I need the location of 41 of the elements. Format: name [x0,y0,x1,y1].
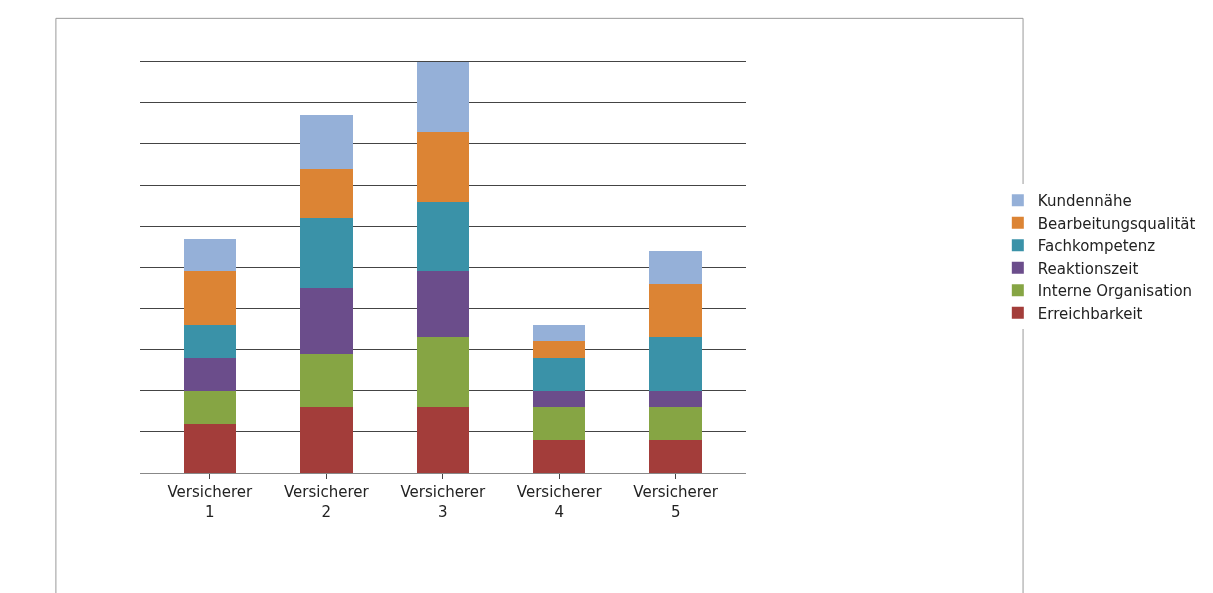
bar [300,217,353,288]
bar [300,353,353,408]
bar [416,407,469,473]
x-tick-label: Versicherer 2 [283,483,370,521]
x-tick-label: Versicherer 4 [516,483,603,521]
bar [183,357,237,391]
bar [533,407,586,441]
bar [183,271,237,325]
x-tick-label: Versicherer 5 [633,483,719,521]
x-tick-label: Versicherer 1 [167,483,254,521]
bar [533,324,586,342]
bar [300,407,353,473]
bar [649,283,702,338]
legend-label: Erreichbarkeit [1037,304,1143,323]
bar [533,390,586,408]
bar [416,61,469,132]
bar [300,115,353,169]
legend-label: Kundennähe [1037,192,1132,211]
bar [183,324,237,358]
bar [649,390,702,408]
bar [183,423,237,473]
legend-label: Reaktionszeit [1037,259,1139,278]
bar [416,337,469,408]
bar [533,440,586,473]
bar [649,407,702,441]
bar [300,287,353,354]
bar [533,341,586,358]
bar [533,357,586,391]
bar [649,440,702,473]
bar [183,238,237,272]
bar [183,390,237,424]
bar [416,131,469,202]
bar [300,168,353,218]
legend-label: Bearbeitungsqualität [1037,214,1196,233]
legend-label: Interne Organisation [1037,282,1193,301]
bar [649,337,702,391]
x-tick-label: Versicherer 3 [400,483,486,521]
legend-label: Fachkompetenz [1037,237,1156,256]
bar [416,201,469,272]
bar [416,271,469,338]
bar [649,250,702,284]
